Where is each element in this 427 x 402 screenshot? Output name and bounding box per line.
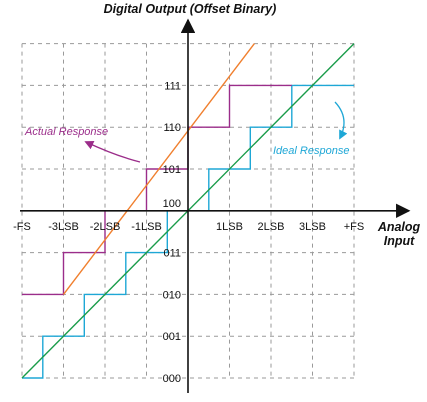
actual-response-arrow	[84, 140, 141, 163]
y-code-label: 101	[163, 164, 181, 176]
chart-title: Digital Output (Offset Binary)	[104, 2, 277, 16]
y-code-label: 010	[163, 289, 181, 301]
x-axis-label: Analog Input	[377, 220, 421, 248]
actual-response-annotation: Actual Response	[24, 126, 108, 138]
x-tick-label: 2LSB	[258, 221, 285, 233]
y-code-label: 001	[163, 331, 181, 343]
x-tick-label: 1LSB	[216, 221, 243, 233]
series-actual-response	[22, 84, 292, 296]
tick-labels: -FS -3LSB -2LSB -1LSB 1LSB 2LSB 3LSB +FS 000 001 0…	[13, 80, 364, 385]
y-code-label: 110	[163, 122, 181, 134]
x-tick-label: -FS	[13, 221, 31, 233]
x-tick-label: -2LSB	[90, 221, 121, 233]
series-reference-line-3	[62, 43, 255, 295]
axes	[20, 18, 411, 393]
ideal-response-arrow	[334, 101, 348, 140]
y-code-label: 011	[163, 248, 181, 260]
annotations: Actual Response Ideal Response	[24, 101, 349, 163]
x-tick-label: -1LSB	[131, 221, 162, 233]
y-code-label: 111	[164, 80, 181, 92]
y-code-label: 000	[163, 373, 181, 385]
y-code-label: 100	[163, 198, 181, 210]
x-tick-label: 3LSB	[299, 221, 326, 233]
x-tick-label: +FS	[344, 221, 364, 233]
x-tick-label: -3LSB	[48, 221, 79, 233]
ideal-response-annotation: Ideal Response	[273, 145, 349, 157]
